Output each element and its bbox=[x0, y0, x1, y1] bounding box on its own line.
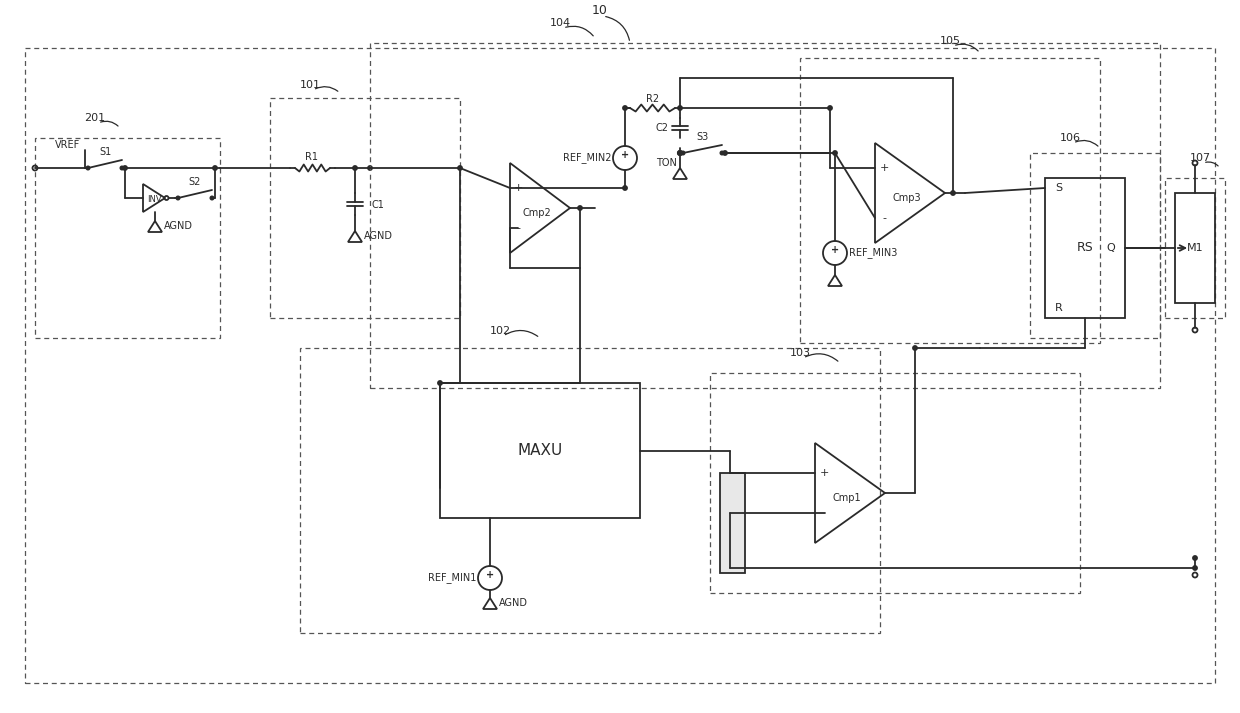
Text: 105: 105 bbox=[940, 36, 961, 46]
Text: MAXU: MAXU bbox=[517, 443, 563, 458]
Circle shape bbox=[176, 196, 180, 200]
Bar bbox=[1176, 193, 1215, 303]
Text: R1: R1 bbox=[305, 152, 319, 162]
Circle shape bbox=[833, 151, 837, 155]
Text: C2: C2 bbox=[655, 123, 668, 133]
Circle shape bbox=[123, 166, 128, 170]
Circle shape bbox=[578, 206, 583, 210]
Text: +: + bbox=[831, 245, 839, 255]
Text: REF_MIN2: REF_MIN2 bbox=[563, 153, 611, 163]
Circle shape bbox=[438, 381, 443, 385]
Text: -: - bbox=[882, 213, 887, 223]
Text: C1: C1 bbox=[372, 200, 384, 210]
Text: REF_MIN1: REF_MIN1 bbox=[428, 573, 476, 583]
Text: 101: 101 bbox=[300, 80, 320, 90]
Circle shape bbox=[951, 191, 955, 195]
Text: AGND: AGND bbox=[164, 222, 192, 232]
Text: +: + bbox=[513, 183, 523, 193]
Circle shape bbox=[120, 166, 124, 170]
Text: AGND: AGND bbox=[498, 598, 527, 608]
Text: 104: 104 bbox=[549, 18, 570, 28]
Text: REF_MIN3: REF_MIN3 bbox=[848, 247, 897, 258]
Text: 107: 107 bbox=[1189, 153, 1210, 163]
Circle shape bbox=[1193, 566, 1197, 570]
Circle shape bbox=[913, 346, 918, 350]
Circle shape bbox=[678, 106, 682, 111]
Text: 103: 103 bbox=[790, 348, 811, 358]
Text: TON: TON bbox=[656, 158, 677, 168]
Text: S3: S3 bbox=[697, 133, 708, 143]
Circle shape bbox=[211, 196, 213, 200]
Circle shape bbox=[87, 166, 89, 170]
Text: M1: M1 bbox=[1187, 243, 1203, 253]
Text: R2: R2 bbox=[646, 94, 660, 104]
Text: +: + bbox=[621, 150, 629, 160]
Circle shape bbox=[681, 151, 684, 155]
Text: 201: 201 bbox=[84, 113, 105, 123]
Text: Cmp2: Cmp2 bbox=[522, 208, 552, 218]
Text: VREF: VREF bbox=[55, 140, 81, 150]
Circle shape bbox=[353, 166, 357, 170]
Text: AGND: AGND bbox=[363, 232, 393, 242]
Text: INV: INV bbox=[146, 195, 161, 205]
Circle shape bbox=[678, 151, 682, 155]
Text: Cmp3: Cmp3 bbox=[893, 193, 921, 203]
Circle shape bbox=[622, 186, 627, 190]
Bar bbox=[1045, 178, 1125, 318]
Text: +: + bbox=[820, 468, 828, 478]
Bar bbox=[440, 383, 640, 518]
Text: RS: RS bbox=[1076, 242, 1094, 255]
Circle shape bbox=[723, 151, 727, 155]
Text: S1: S1 bbox=[99, 148, 112, 158]
Text: Cmp1: Cmp1 bbox=[833, 493, 862, 503]
Text: S2: S2 bbox=[188, 178, 201, 188]
Text: S: S bbox=[1055, 183, 1063, 193]
Text: -: - bbox=[516, 223, 520, 233]
Text: 106: 106 bbox=[1059, 133, 1080, 143]
Circle shape bbox=[213, 166, 217, 170]
Text: Q: Q bbox=[1106, 243, 1115, 253]
Circle shape bbox=[1193, 556, 1197, 560]
Text: +: + bbox=[879, 163, 889, 173]
Circle shape bbox=[622, 106, 627, 111]
Bar bbox=[720, 473, 745, 573]
Circle shape bbox=[368, 166, 372, 170]
Circle shape bbox=[720, 151, 724, 155]
Text: 102: 102 bbox=[490, 326, 511, 336]
Circle shape bbox=[828, 106, 832, 111]
Circle shape bbox=[458, 166, 463, 170]
Text: +: + bbox=[486, 570, 494, 580]
Text: R: R bbox=[1055, 303, 1063, 313]
Text: 10: 10 bbox=[591, 4, 608, 18]
